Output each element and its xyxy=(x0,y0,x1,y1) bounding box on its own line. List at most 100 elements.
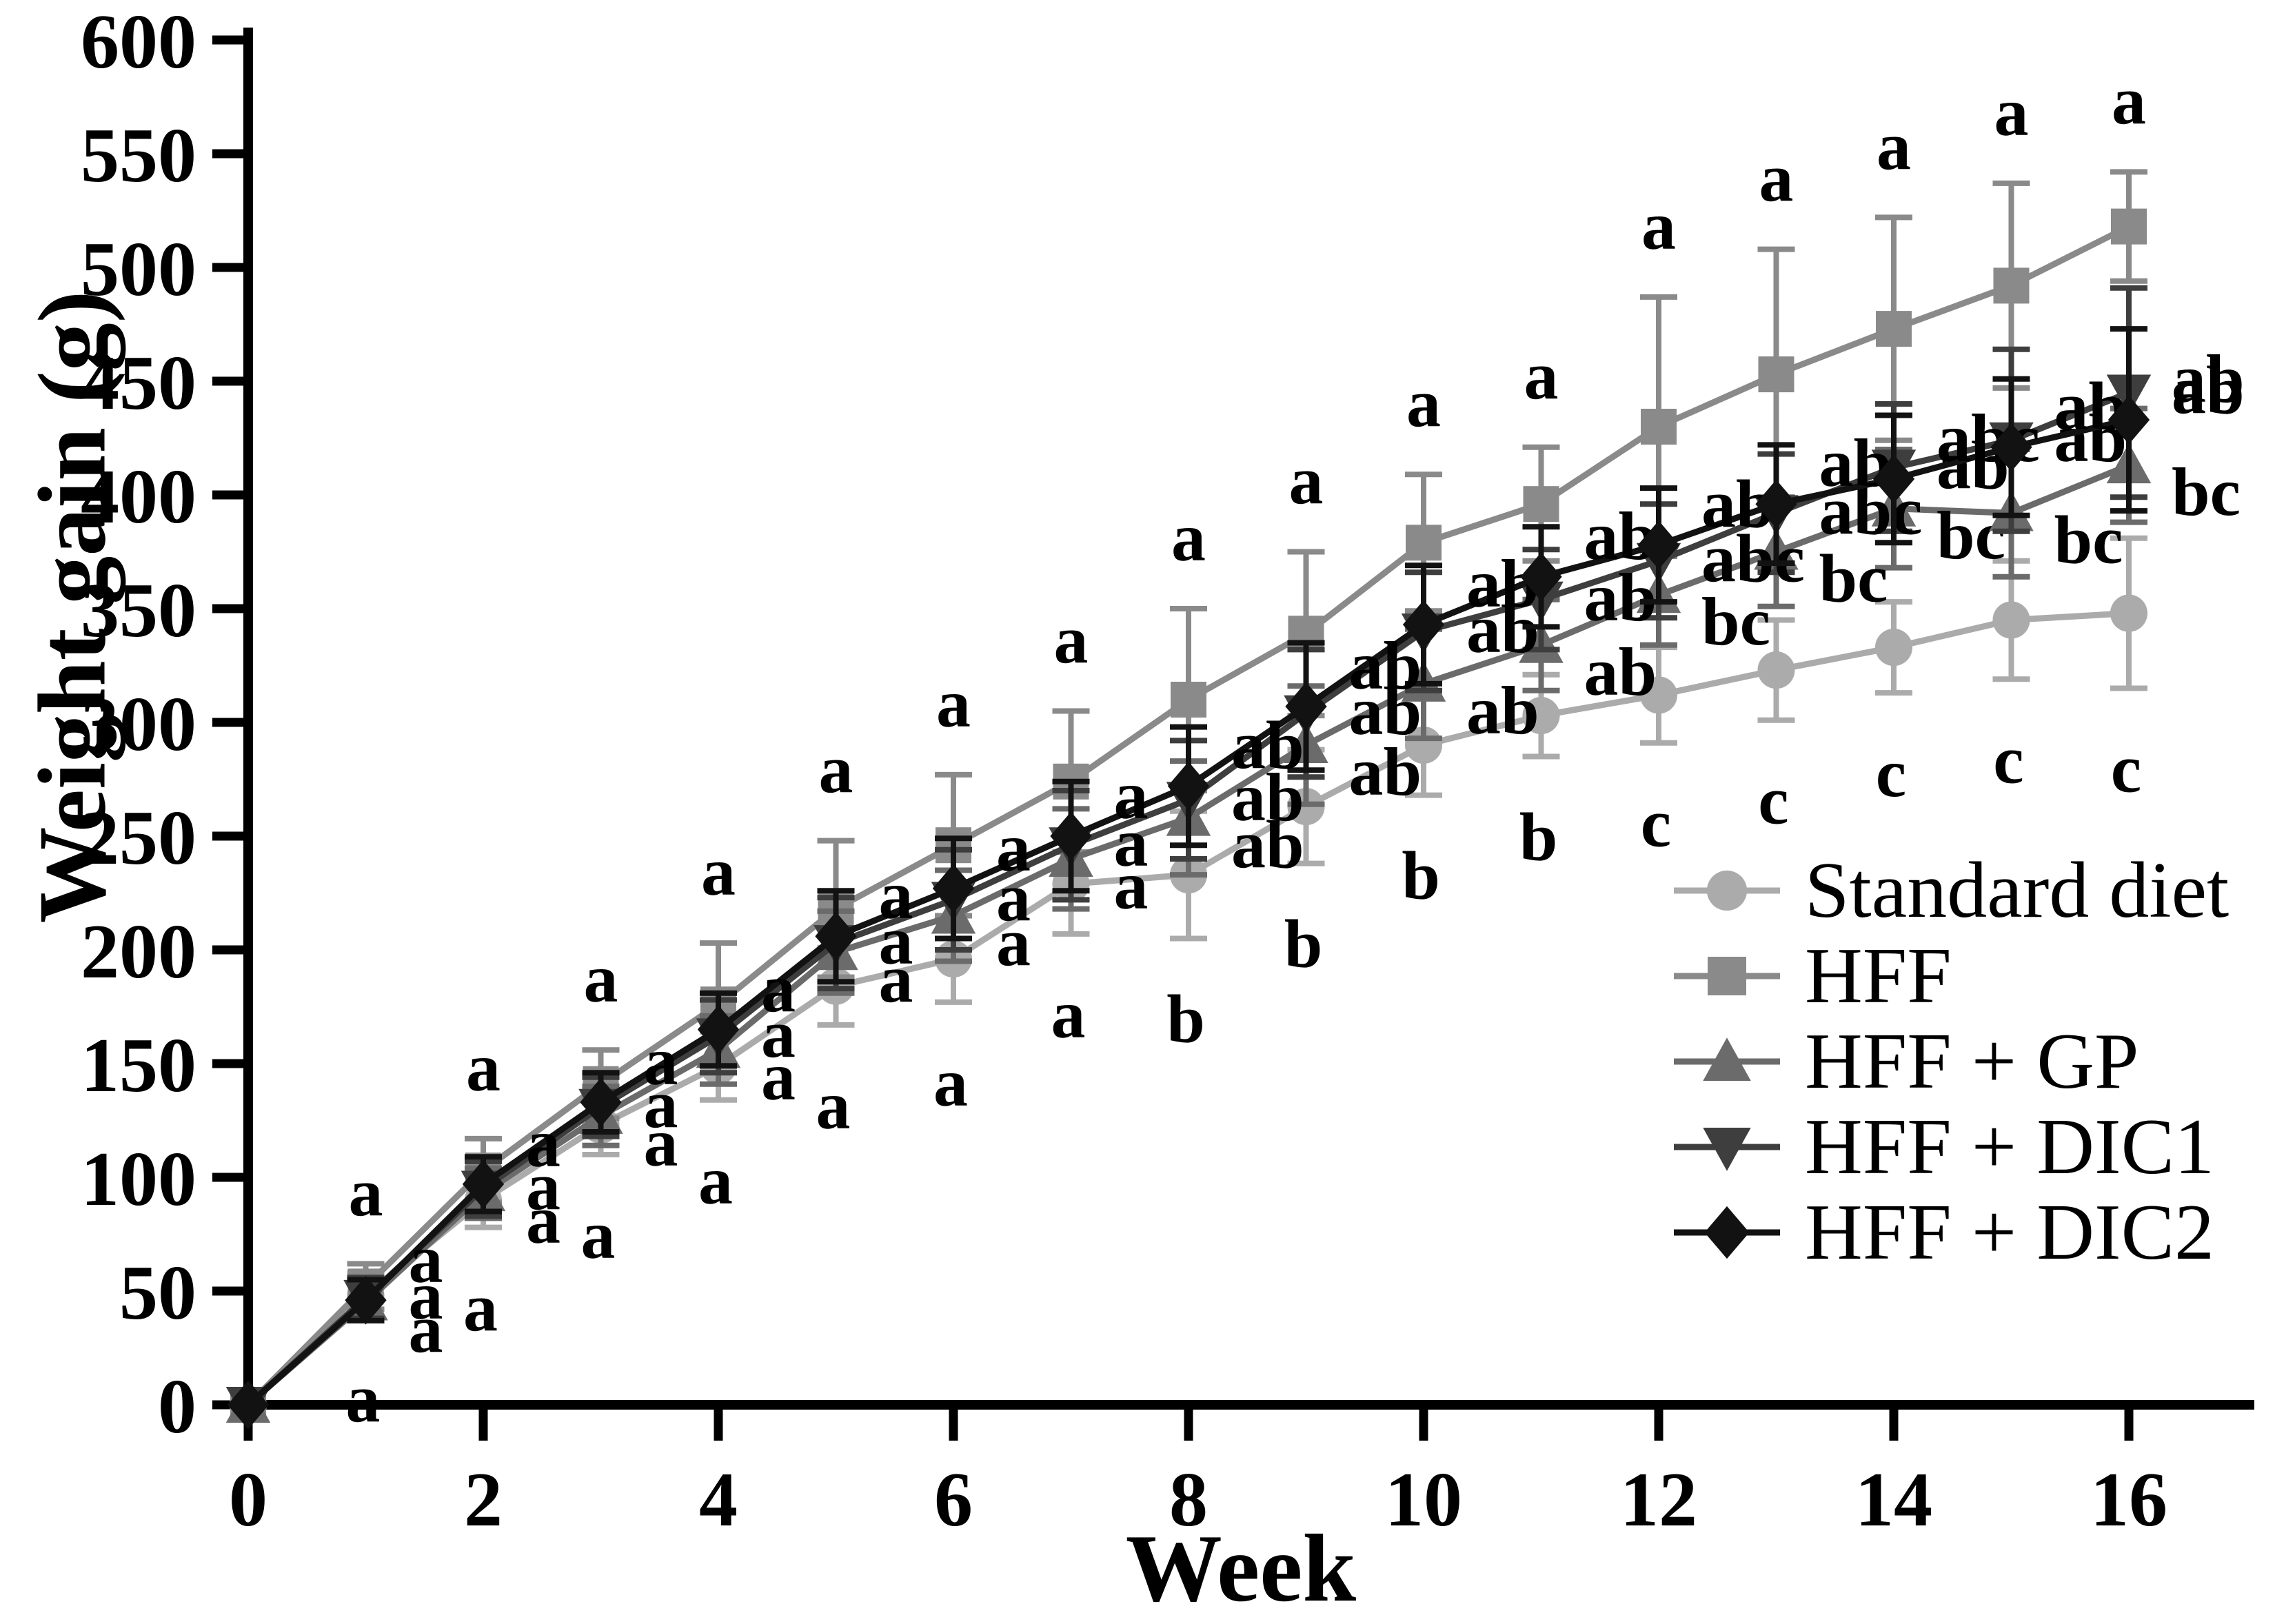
significance-letter: a xyxy=(409,1257,443,1334)
diamond-marker-icon xyxy=(1402,600,1445,649)
significance-letter: ab xyxy=(1819,425,1892,501)
significance-letter: a xyxy=(879,940,913,1017)
x-axis-tick-label: 12 xyxy=(1620,1457,1697,1543)
x-axis-tick-label: 6 xyxy=(934,1457,973,1543)
y-axis-tick-label: 100 xyxy=(81,1137,196,1222)
triangle-up-marker-icon xyxy=(1703,1037,1751,1081)
significance-letter: c xyxy=(1758,762,1788,839)
significance-letter: a xyxy=(409,1291,443,1368)
significance-letter: ab xyxy=(2172,352,2245,429)
significance-letter: ab xyxy=(1584,498,1657,574)
square-marker-icon xyxy=(1876,311,1912,347)
diamond-marker-icon xyxy=(1755,479,1797,529)
significance-letter: a xyxy=(2112,62,2146,139)
significance-letter: a xyxy=(1289,443,1324,519)
diamond-marker-icon xyxy=(1050,811,1092,861)
significance-letter: a xyxy=(761,951,796,1027)
significance-letter: abc xyxy=(1937,400,2040,476)
significance-letter: c xyxy=(1993,721,2023,798)
significance-letter: a xyxy=(1994,74,2029,150)
significance-letter: bc xyxy=(1937,497,2005,574)
diamond-marker-icon xyxy=(1637,520,1680,569)
y-axis-tick-label: 500 xyxy=(81,227,196,312)
significance-letter: a xyxy=(933,1044,968,1121)
y-axis-tick-label: 300 xyxy=(81,682,196,767)
significance-letter: ab xyxy=(1231,806,1304,883)
significance-letter: a xyxy=(526,1105,560,1181)
significance-letter: a xyxy=(466,1029,501,1106)
diamond-marker-icon xyxy=(345,1275,387,1325)
legend-label: HFF + GP xyxy=(1805,1017,2139,1106)
square-marker-icon xyxy=(1171,682,1206,718)
significance-letter: c xyxy=(1876,735,1906,811)
legend-label: HFF + DIC2 xyxy=(1805,1188,2214,1277)
triangle-down-marker-icon xyxy=(1703,1128,1751,1171)
significance-letter: a xyxy=(1114,847,1149,924)
diamond-marker-icon xyxy=(580,1077,622,1127)
significance-letter: a xyxy=(996,859,1031,935)
significance-letter: b xyxy=(1519,799,1558,875)
significance-letter: a xyxy=(644,1066,678,1143)
x-axis-tick-label: 16 xyxy=(2090,1457,2167,1543)
circle-marker-icon xyxy=(1522,697,1560,735)
significance-letter: a xyxy=(819,731,853,808)
significance-letter: ab xyxy=(1231,707,1304,783)
significance-letter: a xyxy=(349,1154,383,1230)
square-marker-icon xyxy=(1674,957,1780,995)
significance-letter: b xyxy=(1402,838,1440,914)
significance-letter: bc xyxy=(2172,454,2241,530)
x-axis-tick-label: 10 xyxy=(1385,1457,1462,1543)
x-axis-tick-label: 2 xyxy=(464,1457,503,1543)
significance-letter: bc xyxy=(2054,501,2123,578)
significance-letter: a xyxy=(1759,140,1794,216)
square-marker-icon xyxy=(1641,409,1677,445)
significance-letter: a xyxy=(346,1361,381,1437)
significance-letter: a xyxy=(581,1197,616,1273)
significance-letter: a xyxy=(1114,757,1149,833)
square-marker-icon xyxy=(1523,486,1559,522)
legend-item-hff-dic2: HFF + DIC2 xyxy=(1668,1190,2229,1275)
diamond-marker-icon xyxy=(815,911,857,961)
significance-letter: b xyxy=(1166,981,1205,1057)
y-axis-tick-label: 350 xyxy=(81,568,196,653)
y-axis-tick-label: 550 xyxy=(81,113,196,199)
diamond-marker-icon xyxy=(462,1159,505,1209)
circle-marker-icon xyxy=(1874,629,1913,667)
legend-label: Standard diet xyxy=(1805,846,2230,935)
diamond-marker-icon xyxy=(227,1380,270,1430)
significance-letter: bc xyxy=(1701,583,1770,660)
significance-letter: a xyxy=(936,665,971,742)
square-marker-icon xyxy=(1708,957,1746,995)
y-axis-tick-label: 250 xyxy=(81,795,196,881)
significance-letter: a xyxy=(1641,187,1676,264)
diamond-marker-icon xyxy=(932,864,975,913)
y-axis-tick-label: 600 xyxy=(81,0,196,85)
significance-letter: a xyxy=(644,1023,678,1099)
significance-letter: a xyxy=(1406,365,1441,441)
significance-letter: a xyxy=(996,809,1031,886)
significance-letter: bc xyxy=(1819,540,1888,617)
significance-letter: a xyxy=(1054,602,1089,678)
significance-letter: a xyxy=(761,1038,796,1115)
x-axis-tick-label: 0 xyxy=(229,1457,267,1543)
triangle-up-marker-icon xyxy=(1674,1037,1780,1081)
significance-letter: ab xyxy=(1466,672,1539,749)
significance-letter: a xyxy=(1171,499,1206,576)
significance-letter: a xyxy=(996,904,1031,981)
y-axis-tick-label: 450 xyxy=(81,341,196,426)
diamond-marker-icon xyxy=(1285,682,1327,731)
square-marker-icon xyxy=(1993,267,2030,304)
legend-item-hff: HFF xyxy=(1668,933,2229,1019)
y-axis-tick-label: 50 xyxy=(119,1250,196,1336)
x-axis-tick-label: 14 xyxy=(1855,1457,1932,1543)
diamond-marker-icon xyxy=(1990,423,2032,472)
y-axis-title: Weight gain (g) xyxy=(19,290,126,924)
significance-letter: a xyxy=(1051,976,1086,1053)
significance-letter: ab xyxy=(2054,368,2127,445)
significance-letter: a xyxy=(879,857,913,933)
square-marker-icon xyxy=(1406,525,1442,561)
significance-letter: abc xyxy=(1701,520,1805,597)
circle-marker-icon xyxy=(2110,594,2148,632)
